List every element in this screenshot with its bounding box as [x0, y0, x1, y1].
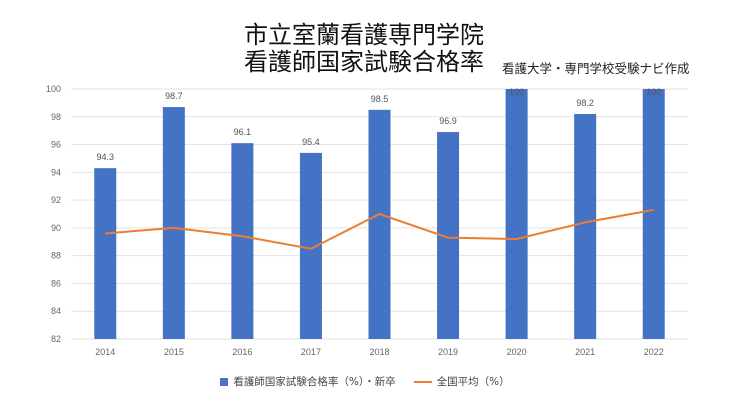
data-label: 100	[646, 87, 661, 97]
x-tick-label: 2016	[232, 347, 252, 357]
data-label: 100	[509, 87, 524, 97]
x-tick-label: 2020	[507, 347, 527, 357]
x-tick-label: 2021	[575, 347, 595, 357]
chart-title-line2: 看護師国家試験合格率	[244, 48, 484, 76]
y-tick-label: 88	[51, 251, 61, 261]
chart-title: 市立室蘭看護専門学院 看護師国家試験合格率	[244, 22, 484, 76]
x-tick-label: 2015	[164, 347, 184, 357]
data-label: 98.7	[165, 91, 183, 101]
data-label: 96.1	[234, 127, 252, 137]
y-tick-label: 94	[51, 167, 61, 177]
y-tick-label: 84	[51, 306, 61, 316]
legend-label: 全国平均（%）	[436, 376, 510, 388]
legend-item-national: 全国平均（%）	[413, 374, 510, 389]
x-tick-label: 2019	[438, 347, 458, 357]
bar	[162, 107, 185, 339]
bar	[642, 89, 665, 339]
bar	[505, 89, 528, 339]
y-tick-label: 100	[46, 84, 61, 94]
y-tick-label: 92	[51, 195, 61, 205]
legend: 看護師国家試験合格率（%）・新卒 全国平均（%）	[0, 374, 730, 389]
legend-item-school: 看護師国家試験合格率（%）・新卒	[220, 374, 396, 389]
data-label: 94.3	[97, 152, 115, 162]
legend-label: 看護師国家試験合格率（%）・新卒	[233, 376, 396, 388]
data-label: 98.2	[576, 98, 594, 108]
x-tick-label: 2017	[301, 347, 321, 357]
x-tick-label: 2018	[369, 347, 389, 357]
bar	[299, 152, 322, 339]
bar	[94, 168, 117, 339]
chart-title-line1: 市立室蘭看護専門学院	[244, 21, 484, 49]
x-tick-label: 2022	[644, 347, 664, 357]
bar	[437, 132, 460, 339]
bar	[231, 143, 254, 339]
data-label: 95.4	[302, 137, 320, 147]
chart-subtitle: 看護大学・専門学校受験ナビ作成	[502, 61, 690, 76]
data-label: 96.9	[439, 116, 457, 126]
y-tick-label: 82	[51, 334, 61, 344]
y-tick-label: 96	[51, 140, 61, 150]
x-tick-label: 2014	[95, 347, 115, 357]
bar	[368, 109, 391, 339]
legend-swatch-line	[413, 380, 432, 383]
bar	[574, 114, 597, 339]
y-tick-label: 98	[51, 112, 61, 122]
y-tick-label: 86	[51, 278, 61, 288]
data-label: 98.5	[371, 94, 389, 104]
y-tick-label: 90	[51, 223, 61, 233]
legend-swatch-bar	[220, 377, 229, 386]
